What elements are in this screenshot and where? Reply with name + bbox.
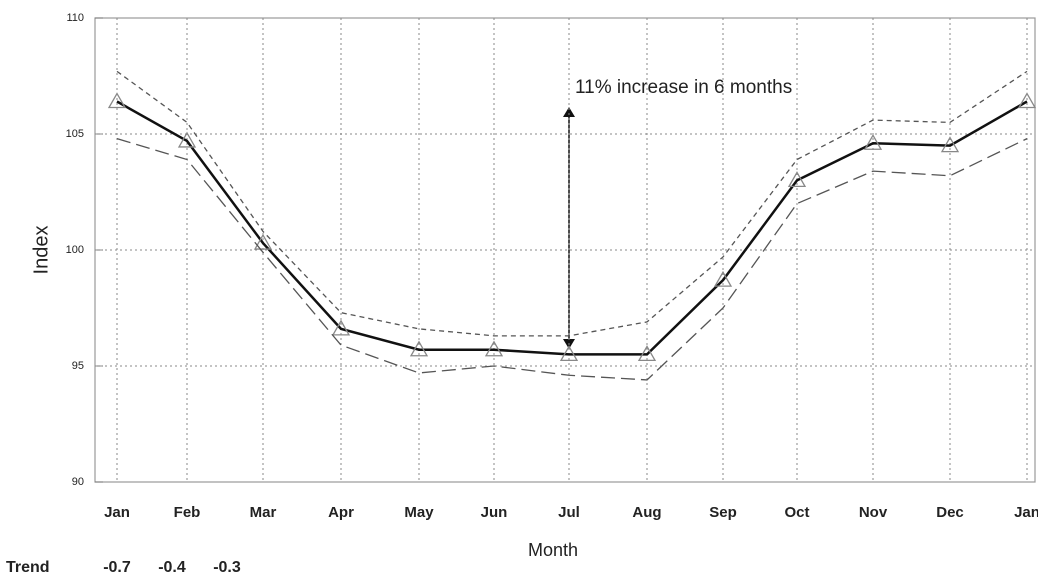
point-marker	[107, 92, 127, 109]
y-tick-label: 105	[66, 128, 84, 140]
point-marker	[787, 171, 807, 188]
point-marker	[1017, 92, 1037, 109]
trend-value: -0.7	[103, 559, 131, 576]
x-tick-label: Aug	[632, 504, 661, 521]
x-tick-label: Apr	[328, 504, 354, 521]
x-tick-label: Sep	[709, 504, 737, 521]
series-line	[116, 70, 1028, 337]
x-tick-label: Mar	[250, 504, 277, 521]
y-tick-label: 110	[66, 12, 84, 24]
x-tick-label: Jan	[1014, 504, 1038, 521]
x-tick-label: Oct	[784, 504, 809, 521]
point-marker	[484, 340, 504, 357]
x-tick-label: May	[404, 504, 434, 521]
series-line	[116, 100, 1028, 356]
y-tick-label: 90	[72, 476, 84, 488]
point-marker	[177, 131, 197, 148]
point-marker	[940, 136, 960, 153]
x-tick-label: Jan	[104, 504, 130, 521]
trend-label: Trend	[6, 559, 50, 576]
x-tick-label: Jul	[558, 504, 580, 521]
point-marker	[253, 233, 273, 250]
x-tick-label: Nov	[859, 504, 888, 521]
point-marker	[559, 345, 579, 362]
point-marker	[713, 270, 733, 287]
y-tick-label: 100	[66, 244, 84, 256]
point-marker	[637, 345, 657, 362]
y-tick-label: 95	[72, 360, 84, 372]
y-axis-label: Index	[30, 226, 52, 275]
point-marker	[331, 319, 351, 336]
trend-value: -0.3	[213, 559, 241, 576]
x-axis-label: Month	[528, 540, 578, 560]
x-tick-label: Dec	[936, 504, 964, 521]
annotation: 11% increase in 6 months	[575, 77, 792, 98]
trend-value: -0.4	[158, 559, 186, 576]
point-marker	[863, 133, 883, 150]
series-line	[116, 138, 1028, 381]
x-tick-label: Feb	[174, 504, 201, 521]
x-tick-label: Jun	[481, 504, 508, 521]
point-marker	[409, 340, 429, 357]
